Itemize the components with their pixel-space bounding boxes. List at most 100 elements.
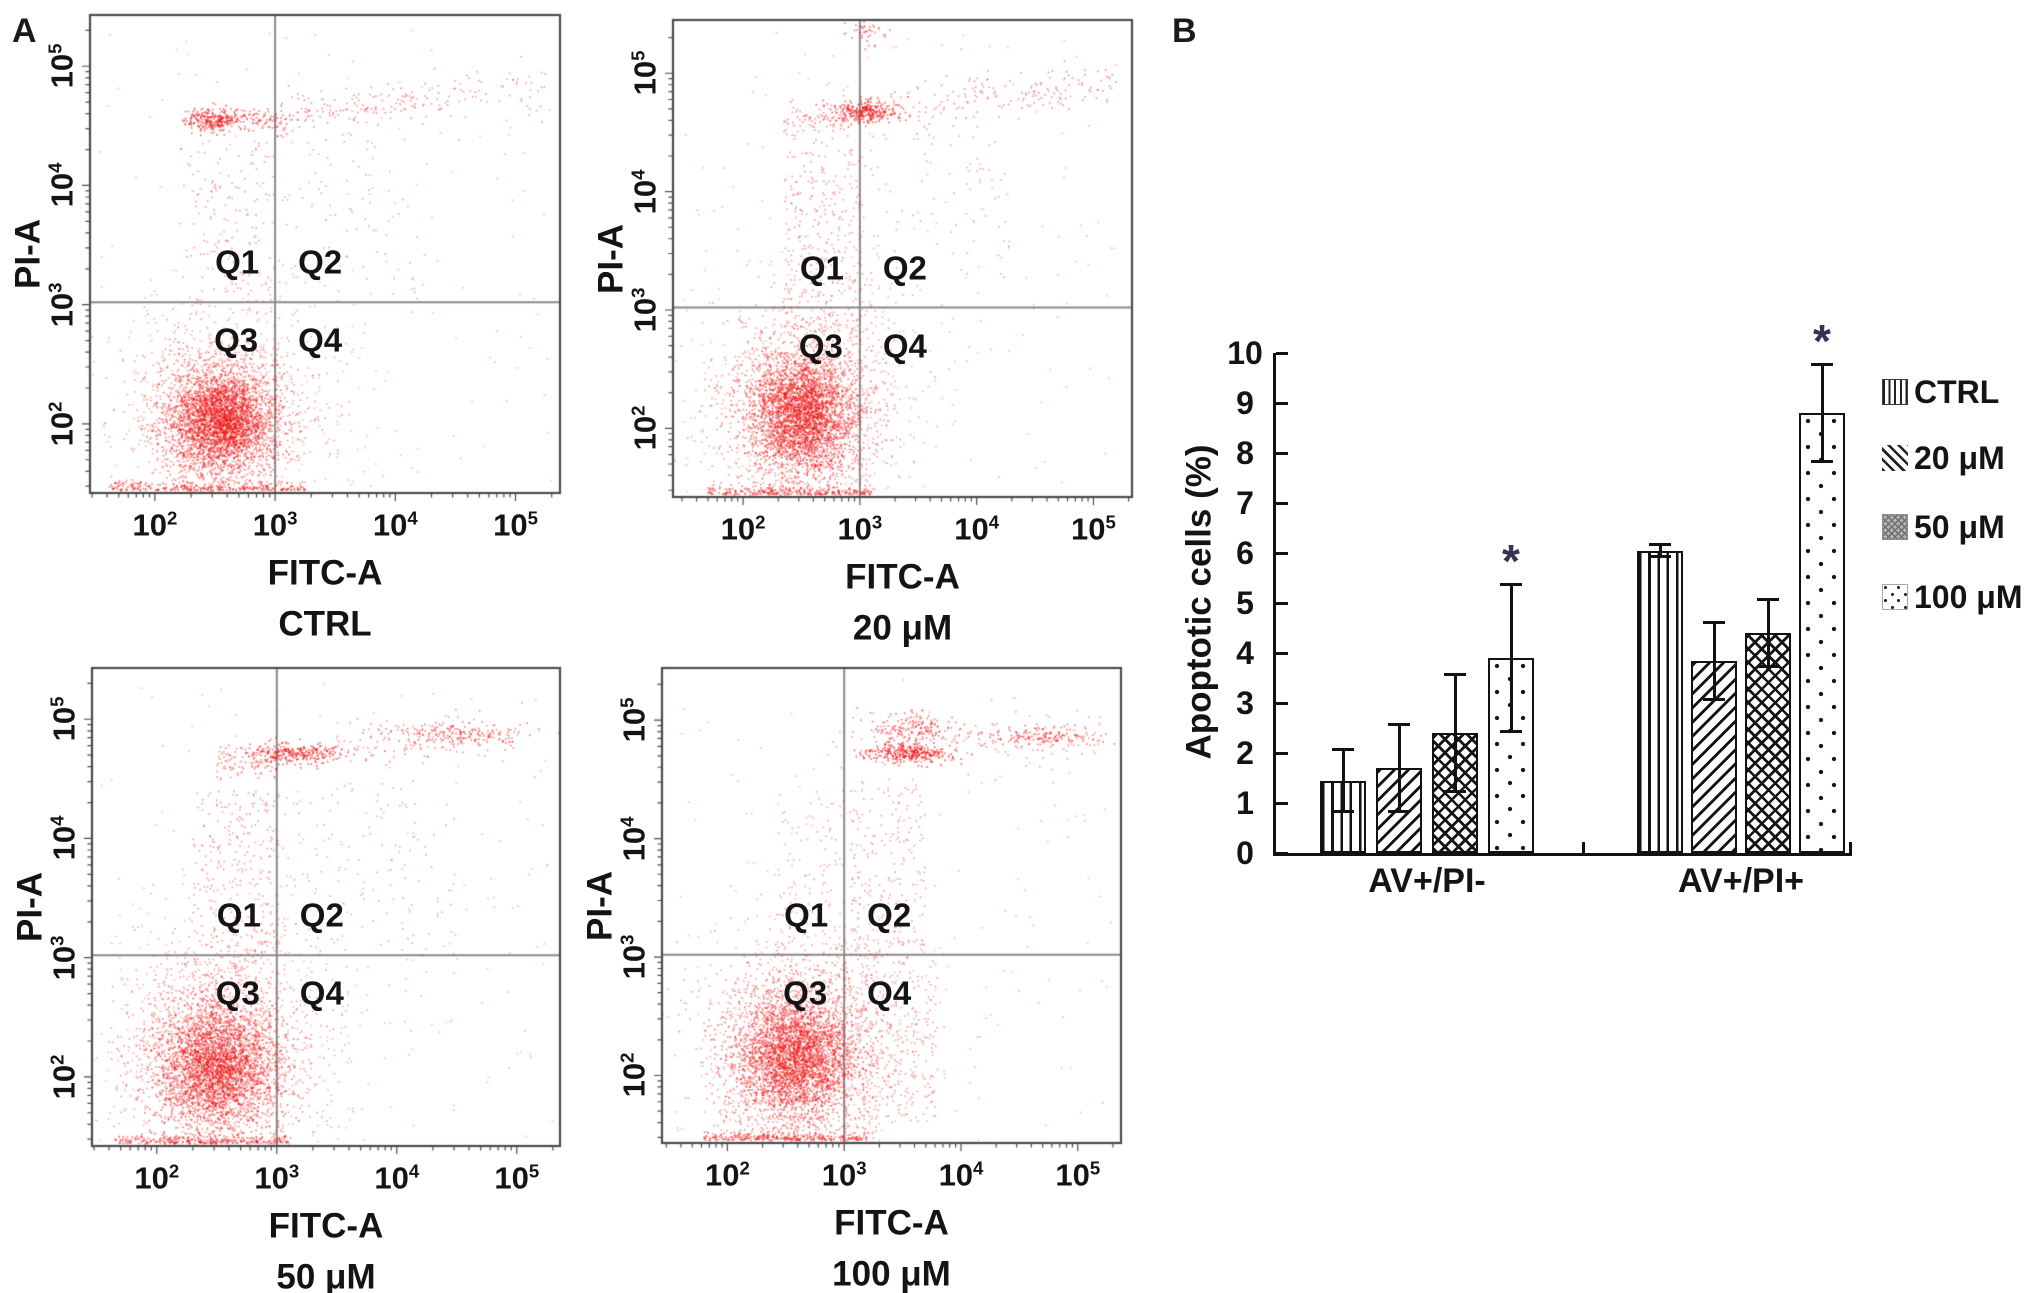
error-bar-line: [1712, 620, 1716, 701]
y-tick-label-flow-ctrl: 104: [44, 163, 80, 208]
error-bar-cap-bottom: [1811, 460, 1833, 463]
error-bar-cap-bottom: [1444, 790, 1466, 793]
bar-20μM-0: [1376, 768, 1422, 853]
y-tick-label-flow-50um: 103: [46, 935, 82, 981]
x-tick-label-flow-50um: 102: [134, 1160, 180, 1196]
bar-y-axis: [1273, 353, 1276, 856]
y-tick-label-bar: 9: [1236, 385, 1254, 421]
x-axis-label-flow-20um: FITC-A: [845, 557, 960, 597]
x-axis-label-flow-100um: FITC-A: [834, 1203, 949, 1243]
category-label-0: AV+/PI-: [1368, 862, 1486, 900]
error-bar-line: [1341, 748, 1345, 813]
error-bar-cap-top: [1332, 748, 1354, 751]
x-tick-label-flow-50um: 104: [374, 1160, 420, 1196]
legend-label-2: 50 μM: [1914, 509, 2005, 545]
y-axis-tick: [1276, 651, 1288, 655]
condition-label-flow-100um: 100 μM: [832, 1254, 951, 1293]
x-tick-label-flow-20um: 102: [720, 511, 766, 547]
quadrant-label-q3-flow-50um: Q3: [215, 974, 260, 1012]
x-tick-label-flow-20um: 103: [837, 511, 883, 547]
y-axis-tick: [1276, 751, 1288, 755]
error-bar-line: [1766, 598, 1770, 668]
bar-50μM-0: [1432, 733, 1478, 853]
y-axis-label-flow-50um: PI-A: [10, 872, 50, 942]
condition-label-flow-ctrl: CTRL: [278, 604, 372, 644]
x-tick-label-flow-20um: 105: [1071, 511, 1116, 547]
condition-label-flow-20um: 20 μM: [852, 608, 953, 648]
condition-label-flow-50um: 50 μM: [276, 1257, 376, 1293]
y-axis-label-flow-100um: PI-A: [580, 870, 620, 941]
x-tick-label-flow-100um: 105: [1055, 1157, 1101, 1193]
error-bar-cap-top: [1649, 543, 1671, 546]
y-tick-label-bar: 1: [1236, 785, 1254, 821]
y-axis-tick: [1276, 801, 1288, 805]
panel-b-label: B: [1172, 12, 1197, 50]
y-axis-label-flow-20um: PI-A: [591, 223, 631, 294]
y-tick-label-flow-100um: 103: [616, 934, 652, 980]
y-tick-label-bar: 7: [1236, 485, 1254, 521]
legend-swatch-cross-icon: [1882, 514, 1908, 540]
x-tick-label-flow-100um: 103: [821, 1157, 867, 1193]
x-tick-label-flow-ctrl: 105: [493, 507, 538, 543]
scatter-canvas-flow-50um: [76, 662, 568, 1164]
error-bar-line: [1397, 723, 1401, 813]
error-bar-cap-bottom: [1332, 810, 1354, 813]
quadrant-label-q3-flow-20um: Q3: [798, 327, 843, 365]
y-axis-tick: [1276, 601, 1288, 605]
quadrant-label-q4-flow-100um: Q4: [867, 974, 912, 1012]
x-tick-label-flow-ctrl: 104: [372, 507, 418, 543]
y-tick-label-flow-ctrl: 105: [44, 43, 80, 89]
significance-star: *: [1813, 315, 1831, 367]
error-bar-cap-top: [1703, 620, 1725, 624]
error-bar-cap-bottom: [1500, 730, 1522, 733]
x-tick-label-flow-100um: 102: [704, 1157, 750, 1193]
y-axis-tick: [1276, 851, 1288, 855]
quadrant-label-q4-flow-20um: Q4: [882, 327, 927, 365]
y-tick-label-flow-20um: 102: [627, 405, 663, 451]
x-tick-label-flow-20um: 104: [954, 511, 1000, 547]
y-tick-label-flow-50um: 104: [46, 816, 82, 861]
y-tick-label-flow-20um: 105: [627, 50, 663, 96]
bar-CTRL-1: [1637, 550, 1683, 853]
legend-swatch-vlines-icon: [1882, 379, 1908, 405]
bar-y-axis-label: Apoptotic cells (%): [1179, 444, 1219, 760]
y-tick-label-bar: 3: [1236, 685, 1254, 721]
error-bar-cap-top: [1500, 583, 1522, 586]
y-tick-label-bar: 5: [1236, 585, 1254, 621]
error-bar-cap-bottom: [1757, 665, 1779, 668]
y-tick-label-flow-20um: 103: [627, 287, 663, 333]
y-tick-label-flow-50um: 105: [46, 696, 82, 742]
y-tick-label-bar: 2: [1236, 735, 1254, 771]
category-label-1: AV+/PI+: [1678, 862, 1804, 900]
quadrant-label-q2-flow-50um: Q2: [299, 896, 344, 934]
y-tick-label-bar: 0: [1236, 835, 1254, 871]
y-axis-tick: [1276, 451, 1288, 455]
scatter-canvas-flow-20um: [657, 14, 1140, 515]
y-axis-label-flow-ctrl: PI-A: [8, 219, 48, 289]
scatter-canvas-flow-ctrl: [74, 9, 568, 511]
x-tick-label-flow-ctrl: 102: [132, 507, 178, 543]
error-bar-line: [1453, 673, 1457, 793]
x-tick-label-flow-ctrl: 103: [252, 507, 298, 543]
y-tick-label-bar: 4: [1236, 635, 1254, 671]
x-tick-label-flow-50um: 103: [254, 1160, 300, 1196]
y-tick-label-flow-ctrl: 102: [44, 401, 80, 447]
y-axis-tick: [1276, 551, 1288, 555]
y-axis-tick: [1276, 701, 1288, 705]
error-bar-cap-bottom: [1703, 697, 1725, 701]
bar-50μM-1: [1745, 633, 1791, 853]
x-tick-label-flow-50um: 105: [494, 1160, 540, 1196]
y-tick-label-flow-100um: 105: [616, 697, 652, 743]
significance-star: *: [1502, 535, 1520, 587]
legend-swatch-dots-icon: [1882, 584, 1908, 610]
y-tick-label-flow-100um: 104: [616, 816, 652, 861]
error-bar-line: [1820, 363, 1824, 463]
quadrant-label-q3-flow-100um: Q3: [783, 974, 828, 1012]
y-tick-label-flow-50um: 102: [46, 1054, 82, 1100]
legend-label-1: 20 μM: [1914, 440, 2005, 476]
quadrant-label-q4-flow-50um: Q4: [299, 974, 344, 1012]
legend-label-0: CTRL: [1914, 374, 2000, 410]
error-bar-cap-top: [1444, 673, 1466, 676]
error-bar-cap-top: [1757, 598, 1779, 601]
